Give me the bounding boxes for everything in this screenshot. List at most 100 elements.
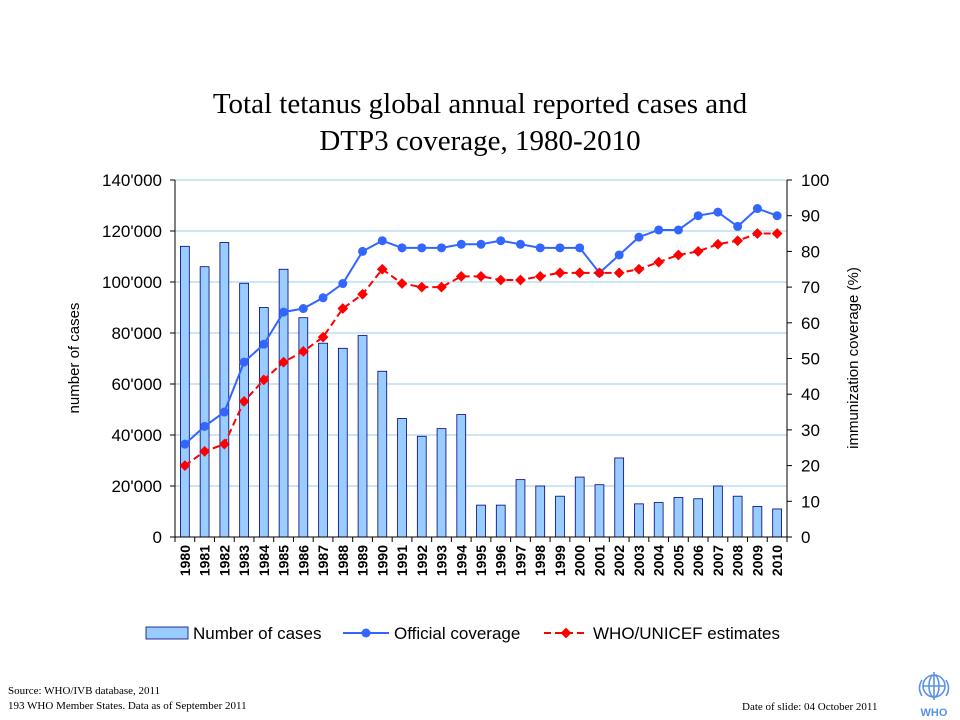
x-tick-label: 1980 bbox=[177, 545, 193, 576]
point-estimate-2006 bbox=[692, 246, 704, 257]
left-tick-label: 120'000 bbox=[102, 222, 162, 241]
x-tick-label: 2002 bbox=[611, 545, 627, 576]
point-official-1990 bbox=[377, 236, 387, 246]
point-official-2006 bbox=[693, 211, 703, 221]
point-estimate-2009 bbox=[752, 228, 763, 239]
bar-2010 bbox=[772, 508, 782, 538]
x-tick-label: 2000 bbox=[572, 545, 588, 576]
legend-label-estimates: WHO/UNICEF estimates bbox=[593, 624, 780, 643]
bar-1981 bbox=[199, 266, 210, 538]
right-tick-label: 60 bbox=[801, 314, 820, 333]
point-estimate-1987 bbox=[317, 331, 329, 343]
who-logo-text: WHO bbox=[921, 707, 948, 718]
point-estimate-1998 bbox=[534, 271, 546, 282]
x-tick-label: 1992 bbox=[414, 545, 430, 576]
bar-1991 bbox=[397, 418, 407, 538]
point-official-1989 bbox=[358, 246, 368, 256]
legend-swatch-cases bbox=[145, 626, 189, 640]
x-tick-label: 1991 bbox=[394, 545, 410, 576]
left-tick-label: 40'000 bbox=[111, 426, 162, 445]
point-estimate-1983 bbox=[238, 395, 250, 407]
point-official-1982 bbox=[219, 407, 229, 417]
point-official-1992 bbox=[417, 243, 427, 253]
point-official-1983 bbox=[239, 357, 249, 367]
point-official-2003 bbox=[634, 232, 644, 242]
point-estimate-1988 bbox=[337, 303, 349, 314]
point-estimate-1991 bbox=[396, 278, 408, 289]
bar-1998 bbox=[535, 485, 546, 538]
point-estimate-2010 bbox=[771, 228, 783, 239]
x-tick-label: 2003 bbox=[631, 545, 647, 576]
x-tick-label: 1994 bbox=[453, 545, 469, 576]
x-tick-label: 2010 bbox=[769, 545, 785, 576]
x-tick-label: 1996 bbox=[493, 545, 509, 576]
x-tick-label: 2008 bbox=[730, 545, 746, 576]
legend-marker-estimates bbox=[560, 627, 572, 639]
bar-2008 bbox=[732, 495, 743, 538]
line-who-unicef-estimates bbox=[184, 232, 778, 467]
x-tick-label: 1999 bbox=[552, 545, 568, 576]
point-official-2000 bbox=[575, 243, 585, 253]
source-line-2: 193 WHO Member States. Data as of Septem… bbox=[8, 700, 247, 712]
bar-2002 bbox=[614, 457, 625, 538]
x-tick-label: 1985 bbox=[276, 545, 292, 576]
point-estimate-2005 bbox=[673, 249, 684, 261]
bar-1993 bbox=[436, 428, 447, 538]
point-official-1996 bbox=[496, 236, 506, 246]
point-estimate-1989 bbox=[357, 288, 368, 300]
point-official-2005 bbox=[673, 225, 683, 235]
x-tick-label: 1987 bbox=[315, 545, 331, 576]
x-tick-label: 1990 bbox=[374, 545, 390, 576]
point-official-1998 bbox=[535, 243, 545, 253]
point-estimate-1980 bbox=[179, 460, 191, 471]
bar-2009 bbox=[752, 505, 763, 538]
right-tick-label: 20 bbox=[801, 457, 820, 476]
left-tick-label: 20'000 bbox=[111, 477, 162, 496]
point-estimate-2008 bbox=[732, 235, 744, 247]
x-tick-label: 2004 bbox=[651, 545, 667, 576]
point-official-1997 bbox=[515, 239, 525, 249]
point-official-2008 bbox=[733, 221, 743, 231]
bar-1988 bbox=[337, 347, 348, 538]
x-tick-label: 1995 bbox=[473, 545, 489, 576]
bar-2000 bbox=[574, 476, 585, 538]
point-official-2007 bbox=[713, 207, 723, 217]
point-official-1984 bbox=[259, 339, 269, 349]
right-tick-label: 80 bbox=[801, 242, 820, 261]
x-tick-label: 1993 bbox=[434, 545, 450, 576]
coverage-lines bbox=[179, 204, 783, 471]
x-tick-label: 1981 bbox=[197, 545, 213, 576]
point-official-2009 bbox=[752, 204, 762, 214]
x-tick-label: 1998 bbox=[532, 545, 548, 576]
bar-1982 bbox=[219, 242, 230, 538]
right-tick-label: 100 bbox=[801, 171, 829, 190]
bar-2005 bbox=[673, 497, 684, 538]
left-tick-label: 0 bbox=[153, 528, 162, 547]
point-official-1987 bbox=[318, 293, 328, 303]
bar-2003 bbox=[634, 503, 644, 538]
right-tick-label: 30 bbox=[801, 421, 820, 440]
bar-1997 bbox=[515, 479, 526, 538]
chart-title: Total tetanus global annual reported cas… bbox=[0, 86, 960, 160]
bar-1992 bbox=[416, 435, 427, 538]
point-estimate-1994 bbox=[455, 271, 467, 282]
bar-2001 bbox=[594, 484, 605, 538]
bar-1989 bbox=[357, 335, 368, 538]
right-tick-label: 40 bbox=[801, 385, 820, 404]
point-estimate-1995 bbox=[475, 271, 487, 282]
x-tick-label: 1982 bbox=[216, 545, 232, 576]
bar-1996 bbox=[495, 504, 506, 538]
legend: Number of cases Official coverage WHO/UNIC… bbox=[145, 624, 780, 643]
legend-label-official: Official coverage bbox=[394, 624, 520, 643]
point-estimate-2004 bbox=[653, 256, 665, 268]
left-tick-label: 80'000 bbox=[111, 324, 162, 343]
point-official-2002 bbox=[614, 250, 624, 260]
point-estimate-1981 bbox=[199, 445, 210, 457]
point-official-1988 bbox=[338, 279, 348, 289]
point-official-1986 bbox=[298, 304, 308, 314]
source-line-1: Source: WHO/IVB database, 2011 bbox=[8, 685, 161, 697]
right-tick-label: 70 bbox=[801, 278, 820, 297]
point-official-1995 bbox=[476, 239, 486, 249]
point-estimate-1985 bbox=[278, 356, 289, 368]
right-tick-label: 0 bbox=[801, 528, 810, 547]
